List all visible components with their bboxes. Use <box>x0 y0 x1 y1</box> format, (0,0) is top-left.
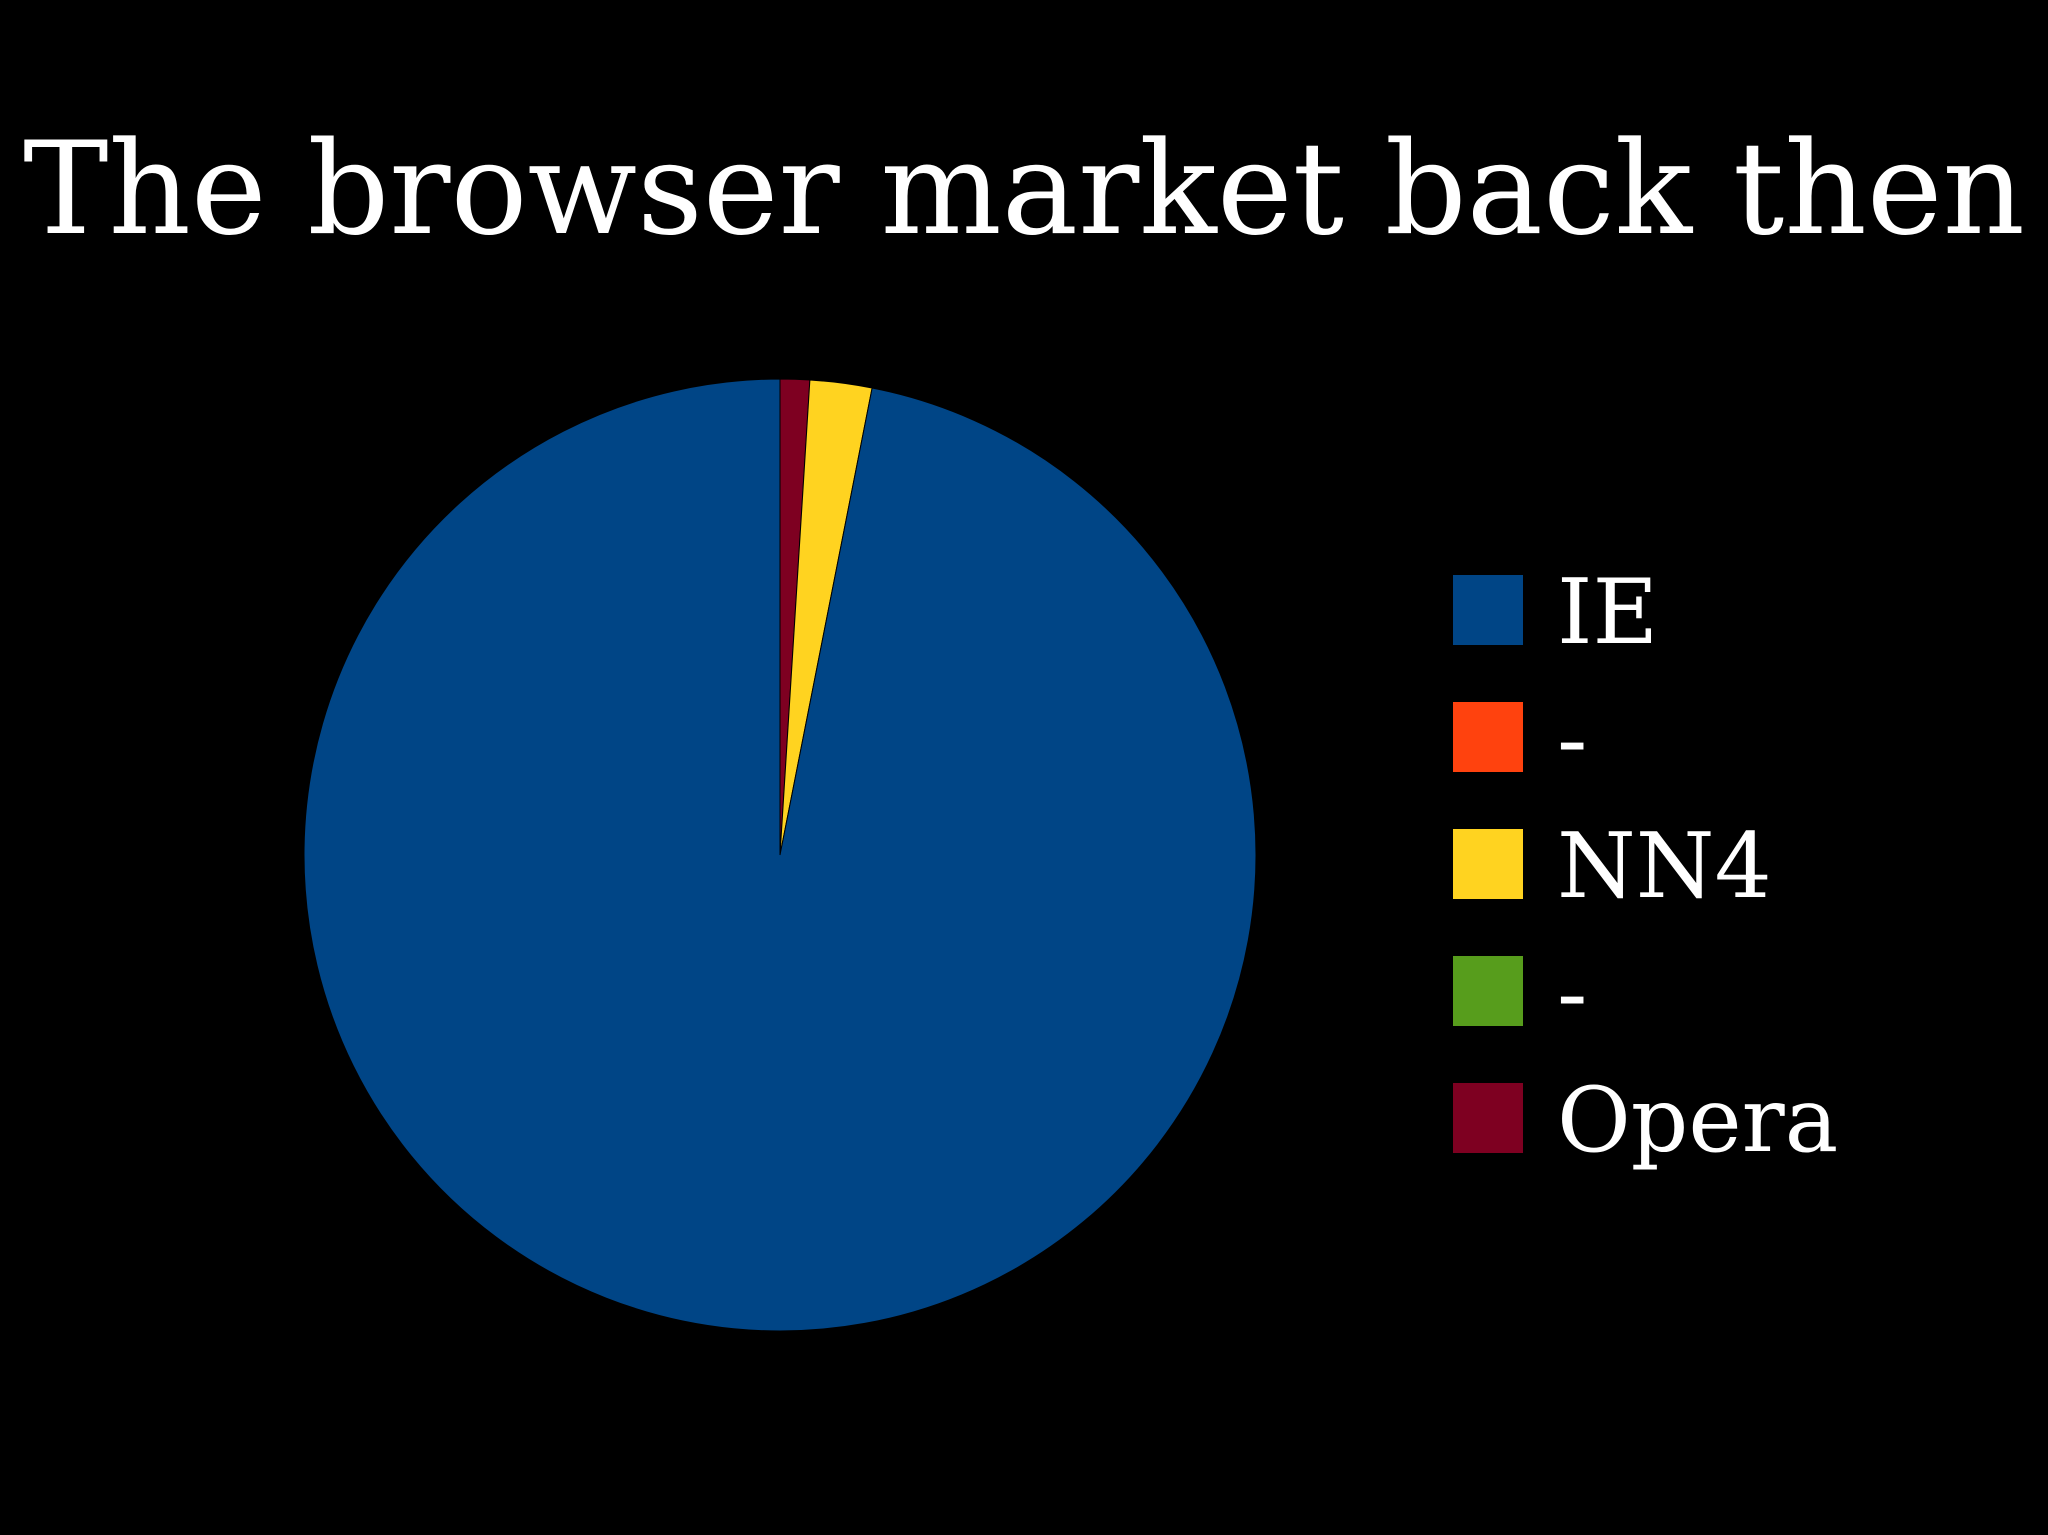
legend-swatch-ie <box>1453 575 1523 645</box>
legend-label-dash-2: - <box>1557 941 1588 1046</box>
legend-swatch-dash-1 <box>1453 702 1523 772</box>
pie-slice-ie <box>303 378 1257 1332</box>
pie-slices <box>303 378 1257 1332</box>
legend-label-dash-1: - <box>1557 687 1588 792</box>
legend-swatch-dash-2 <box>1453 956 1523 1026</box>
legend-label-nn4: NN4 <box>1557 814 1772 919</box>
legend-label-ie: IE <box>1557 560 1659 665</box>
chart-title: The browser market back then <box>23 115 2025 264</box>
legend-label-opera: Opera <box>1557 1068 1839 1173</box>
legend-swatch-nn4 <box>1453 829 1523 899</box>
legend-swatch-opera <box>1453 1083 1523 1153</box>
